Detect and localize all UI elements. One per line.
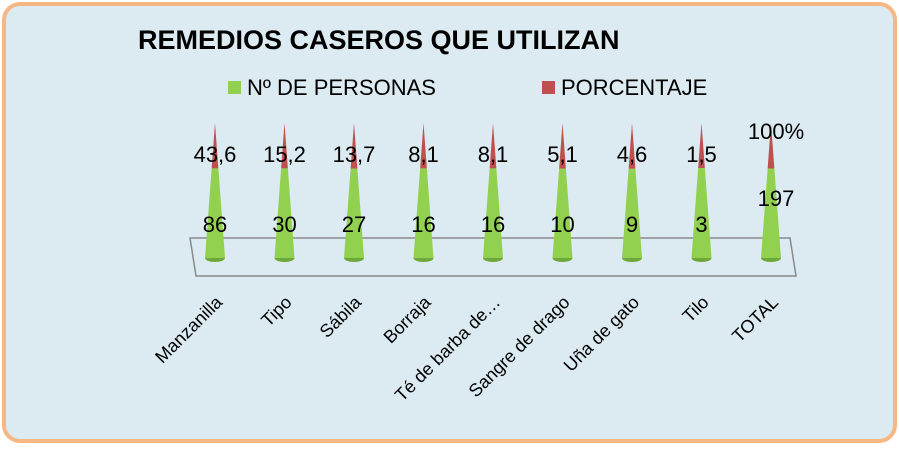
- data-label: 13,7: [333, 142, 376, 167]
- cone-segment: [622, 168, 642, 258]
- data-label: 16: [411, 212, 435, 237]
- data-label: 16: [481, 212, 505, 237]
- chart-title: REMEDIOS CASEROS QUE UTILIZAN: [138, 25, 620, 55]
- legend-label: PORCENTAJE: [561, 75, 707, 100]
- data-label: 3: [695, 212, 707, 237]
- data-label: 10: [550, 212, 574, 237]
- cone-segment: [281, 123, 288, 169]
- cone-segment: [211, 123, 219, 169]
- cone-segment: [205, 168, 225, 258]
- data-label: 9: [626, 212, 638, 237]
- data-label: 15,2: [263, 142, 306, 167]
- data-label: 197: [758, 186, 795, 211]
- data-label: 100%: [748, 119, 804, 144]
- data-label: 5,1: [547, 142, 578, 167]
- data-label: 4,6: [617, 142, 648, 167]
- cone-segment: [698, 123, 705, 168]
- data-label: 30: [272, 212, 296, 237]
- cone-segment: [350, 123, 358, 169]
- cone-segment: [552, 168, 573, 258]
- legend-label: Nº DE PERSONAS: [247, 75, 436, 100]
- cone-segment: [344, 168, 364, 258]
- cone-segment: [489, 123, 497, 169]
- data-label: 27: [342, 212, 366, 237]
- cone-segment: [413, 168, 434, 258]
- cone-segment: [628, 123, 636, 169]
- cone-segment: [274, 168, 295, 258]
- legend-swatch: [542, 81, 555, 94]
- chart-frame: [2, 2, 897, 443]
- data-label: 43,6: [194, 142, 237, 167]
- cone-segment: [559, 123, 566, 169]
- cone-segment: [691, 168, 712, 258]
- data-label: 8,1: [478, 142, 509, 167]
- data-label: 1,5: [686, 142, 717, 167]
- data-label: 8,1: [408, 142, 439, 167]
- legend-swatch: [228, 81, 241, 94]
- cone-segment: [761, 168, 781, 258]
- cone-segment: [420, 123, 427, 169]
- data-label: 86: [203, 212, 227, 237]
- floor: [189, 237, 797, 277]
- cone-segment: [483, 168, 503, 258]
- cone-segment: [767, 123, 775, 169]
